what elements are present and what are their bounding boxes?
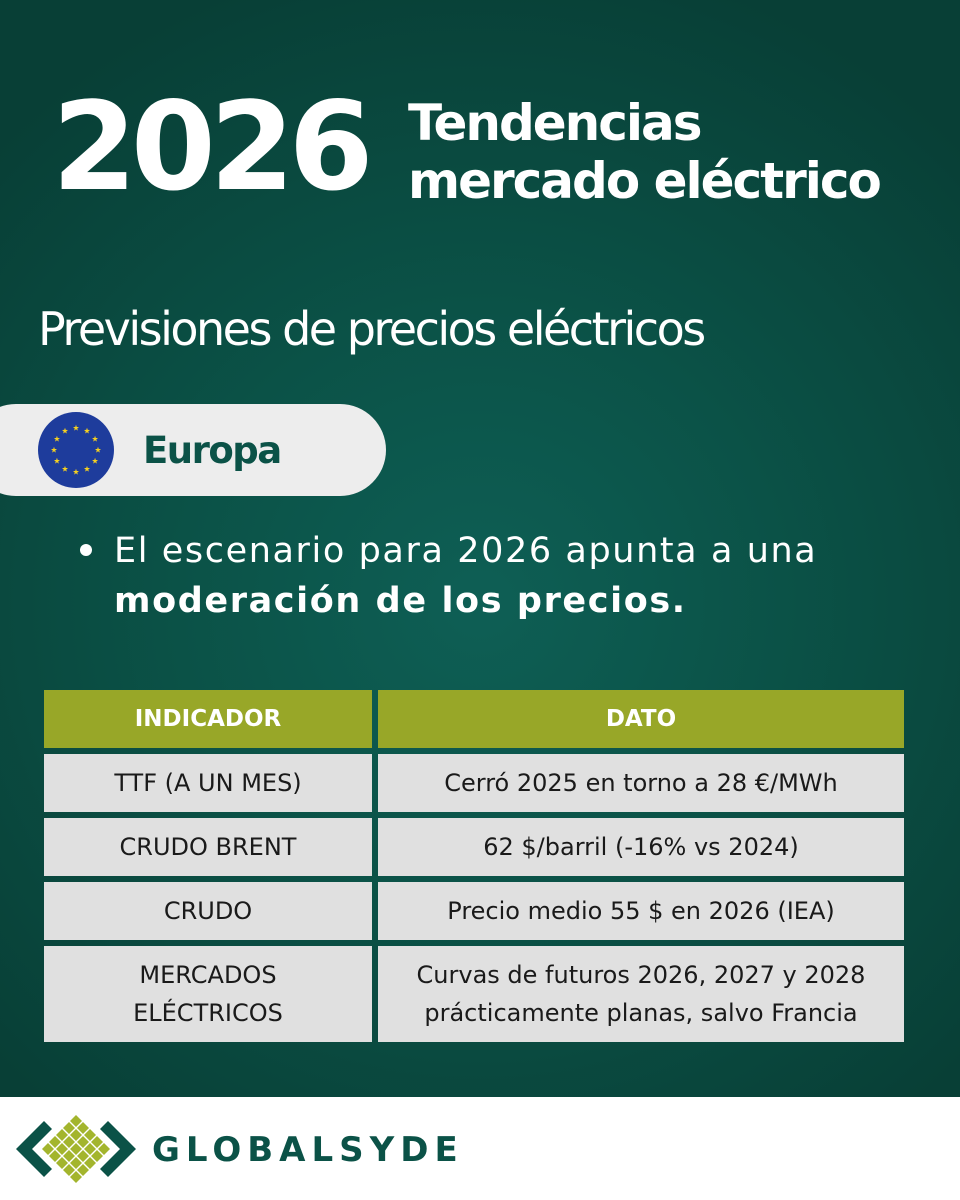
indicator-table: INDICADOR DATO TTF (A UN MES) Cerró 2025… <box>38 684 910 1048</box>
title-line-1: Tendencias <box>408 94 703 152</box>
table-header-row: INDICADOR DATO <box>44 690 904 748</box>
main-panel: 2026 Tendencias mercado eléctrico Previs… <box>0 0 960 1097</box>
indicator-cell: CRUDO BRENT <box>44 818 372 876</box>
eu-flag-icon <box>38 412 114 488</box>
logo-diamond-icon <box>56 1143 68 1155</box>
logo-diamond-icon <box>98 1143 110 1155</box>
logo-diamond-icon <box>77 1150 89 1162</box>
logo-diamond-icon <box>56 1157 68 1169</box>
value-cell: Cerró 2025 en torno a 28 €/MWh <box>378 754 904 812</box>
table-row: TTF (A UN MES) Cerró 2025 en torno a 28 … <box>44 754 904 812</box>
bullet-text: El escenario para 2026 apunta a una mode… <box>114 526 934 626</box>
logo-diamond-icon <box>77 1164 89 1176</box>
eu-star-icon <box>83 427 91 434</box>
logo-diamond-icon <box>63 1136 75 1148</box>
indicator-cell: MERCADOS ELÉCTRICOS <box>44 946 372 1042</box>
bullet-icon <box>80 544 92 556</box>
logo-diamond-icon <box>70 1171 82 1183</box>
table-row: MERCADOS ELÉCTRICOS Curvas de futuros 20… <box>44 946 904 1042</box>
region-label: Europa <box>143 429 282 472</box>
logo-diamond-icon <box>84 1143 96 1155</box>
eu-star-icon <box>72 468 80 475</box>
logo-diamond-icon <box>42 1143 54 1155</box>
eu-star-icon <box>61 465 69 472</box>
logo-diamond-icon <box>70 1115 82 1127</box>
logo-diamond-icon <box>77 1122 89 1134</box>
eu-star-icon <box>83 465 91 472</box>
value-cell: Precio medio 55 $ en 2026 (IEA) <box>378 882 904 940</box>
indicator-cell: CRUDO <box>44 882 372 940</box>
logo-diamond-icon <box>70 1157 82 1169</box>
eu-star-icon <box>61 427 69 434</box>
logo-diamond-icon <box>91 1136 103 1148</box>
logo-diamond-icon <box>91 1150 103 1162</box>
column-header-indicador: INDICADOR <box>44 690 372 748</box>
section-subtitle: Previsiones de precios eléctricos <box>38 302 706 356</box>
logo-diamond-icon <box>84 1129 96 1141</box>
eu-star-icon <box>53 435 60 442</box>
eu-star-icon <box>92 435 99 442</box>
column-header-dato: DATO <box>378 690 904 748</box>
footer <box>0 1097 960 1200</box>
logo-diamond-icon <box>49 1150 61 1162</box>
brand-name: GLOBALSYDE <box>152 1130 464 1170</box>
globalsyde-logo-icon <box>16 1115 136 1183</box>
year-heading: 2026 <box>52 76 374 218</box>
indicator-cell: TTF (A UN MES) <box>44 754 372 812</box>
value-cell: Curvas de futuros 2026, 2027 y 2028 prác… <box>378 946 904 1042</box>
title-line-2: mercado eléctrico <box>408 152 882 210</box>
logo-diamond-icon <box>63 1164 75 1176</box>
logo-diamond-icon <box>63 1150 75 1162</box>
bullet-text-regular: El escenario para 2026 apunta a una <box>114 531 818 571</box>
logo-diamond-icon <box>77 1136 89 1148</box>
logo-diamond-icon <box>63 1122 75 1134</box>
table-row: CRUDO BRENT 62 $/barril (-16% vs 2024) <box>44 818 904 876</box>
eu-star-icon <box>94 446 102 453</box>
logo-diamond-icon <box>49 1136 61 1148</box>
logo-diamond-icon <box>56 1129 68 1141</box>
eu-star-icon <box>92 457 99 464</box>
eu-star-icon <box>53 457 60 464</box>
eu-star-icon <box>72 424 80 431</box>
page-title: Tendencias mercado eléctrico <box>408 94 882 210</box>
bullet-text-bold: moderación de los precios. <box>114 581 687 621</box>
table-row: CRUDO Precio medio 55 $ en 2026 (IEA) <box>44 882 904 940</box>
eu-star-icon <box>50 446 58 453</box>
logo-diamond-icon <box>70 1143 82 1155</box>
value-cell: 62 $/barril (-16% vs 2024) <box>378 818 904 876</box>
logo-diamond-icon <box>84 1157 96 1169</box>
logo-diamond-icon <box>70 1129 82 1141</box>
